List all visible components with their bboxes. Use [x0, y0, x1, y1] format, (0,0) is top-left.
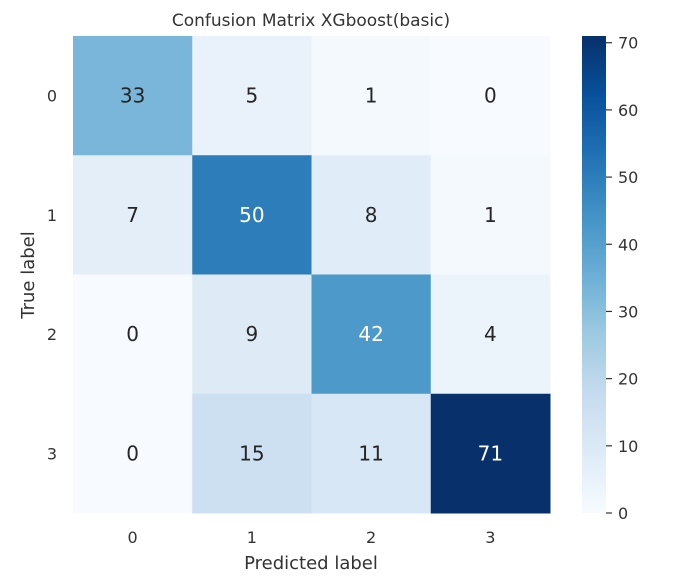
- colorbar-tick-label-2: 20: [618, 370, 638, 389]
- cell-value-label-r2-c1: 9: [246, 322, 259, 346]
- cell-value-label-r2-c2: 42: [358, 322, 383, 346]
- heatmap-cell-r2-c1: [192, 274, 312, 395]
- cell-value-label-r2-c3: 4: [484, 322, 497, 346]
- y-tick-label-1: 1: [47, 206, 57, 225]
- x-tick-label-0: 0: [128, 528, 138, 547]
- y-tick-label-0: 0: [47, 87, 57, 106]
- heatmap-cell-r2-c3: [430, 274, 551, 395]
- colorbar-tick-label-5: 50: [618, 168, 638, 187]
- x-tick-label-1: 1: [247, 528, 257, 547]
- cell-value-label-r0-c1: 5: [246, 84, 259, 108]
- cell-value-label-r3-c0: 0: [126, 441, 139, 465]
- heatmap-cell-r3-c2: [311, 393, 432, 514]
- cell-value-label-r1-c0: 7: [126, 203, 139, 227]
- cell-value-label-r3-c2: 11: [358, 441, 383, 465]
- colorbar-ticks: 0 10 20 30 40 50 60 70: [606, 34, 638, 523]
- colorbar-tick-label-3: 30: [618, 302, 638, 321]
- x-tick-labels: 0 1 2 3: [128, 528, 496, 547]
- heatmap-cell-r1-c1: [192, 155, 312, 275]
- heatmap-cell-r3-c3: [430, 393, 551, 514]
- heatmap-cells: 33 5 1 0 7 50 8 1 0 9 42 4 0 15 11 71: [73, 36, 551, 514]
- cell-value-label-r3-c1: 15: [239, 441, 264, 465]
- heatmap-cell-r0-c1: [192, 36, 312, 156]
- colorbar-tick-label-0: 0: [618, 504, 628, 523]
- cell-value-label-r0-c0: 33: [120, 84, 145, 108]
- colorbar-tick-label-6: 60: [618, 101, 638, 120]
- colorbar-tick-label-7: 70: [618, 34, 638, 53]
- heatmap-cell-r2-c0: [73, 274, 193, 395]
- heatmap-cell-r1-c3: [430, 155, 551, 275]
- cell-value-label-r3-c3: 71: [478, 441, 503, 465]
- cell-value-label-r1-c3: 1: [484, 203, 497, 227]
- y-tick-labels: 0 1 2 3: [47, 87, 57, 464]
- heatmap-cell-r0-c2: [311, 36, 432, 156]
- y-tick-label-2: 2: [47, 325, 57, 344]
- heatmap-cell-r0-c0: [73, 36, 193, 156]
- cell-value-label-r1-c2: 8: [365, 203, 378, 227]
- colorbar-tick-label-4: 40: [618, 235, 638, 254]
- cell-value-label-r0-c2: 1: [365, 84, 378, 108]
- heatmap-cell-r1-c0: [73, 155, 193, 275]
- x-axis-label: Predicted label: [244, 553, 378, 574]
- x-tick-label-2: 2: [366, 528, 376, 547]
- colorbar-tick-label-1: 10: [618, 437, 638, 456]
- y-tick-label-3: 3: [47, 444, 57, 463]
- chart-title: Confusion Matrix XGboost(basic): [172, 11, 450, 31]
- heatmap-cell-r2-c2: [311, 274, 432, 395]
- colorbar: [582, 36, 606, 513]
- cell-value-label-r1-c1: 50: [239, 203, 264, 227]
- x-tick-label-3: 3: [485, 528, 495, 547]
- heatmap-cell-r3-c0: [73, 393, 193, 514]
- cell-value-label-r0-c3: 0: [484, 84, 497, 108]
- y-axis-label: True label: [18, 231, 39, 320]
- heatmap-cell-r0-c3: [430, 36, 551, 156]
- cell-value-label-r2-c0: 0: [126, 322, 139, 346]
- heatmap-cell-r3-c1: [192, 393, 312, 514]
- heatmap-cell-r1-c2: [311, 155, 432, 275]
